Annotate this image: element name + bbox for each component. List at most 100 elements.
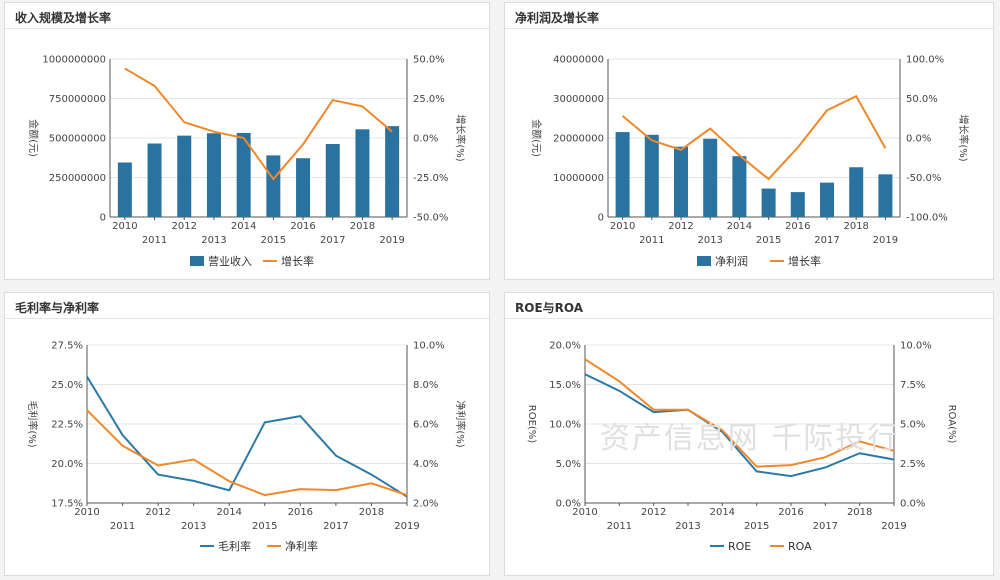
x-tick-label: 2013 — [675, 521, 700, 532]
x-tick-label: 2015 — [261, 235, 286, 246]
x-tick-label: 2015 — [756, 235, 781, 246]
title-divider — [5, 318, 489, 319]
series-line — [584, 373, 895, 478]
y-right-axis-label: ROA(%) — [946, 405, 957, 444]
bar — [325, 144, 340, 217]
bar — [206, 133, 221, 217]
x-tick-label: 2018 — [847, 507, 872, 518]
bar — [615, 132, 630, 217]
y-left-tick-label: 750000000 — [49, 94, 106, 105]
chart-net-profit: 0 -100.0% 10000000 -50.0% 20000000 0.0% 300000… — [530, 55, 970, 269]
x-tick-label: 2019 — [394, 521, 419, 532]
chart-title: 净利润及增长率 — [515, 11, 600, 25]
y-right-tick-label: -50.0% — [413, 213, 448, 224]
y-right-tick-label: -50.0% — [906, 173, 941, 184]
legend-label: 毛利率 — [218, 539, 251, 553]
y-left-tick-label: 0 — [598, 213, 604, 224]
y-right-tick-label: 5.0% — [900, 420, 925, 431]
title-divider — [505, 28, 993, 29]
x-tick-label: 2019 — [379, 235, 404, 246]
x-tick-label: 2014 — [231, 221, 256, 232]
y-left-axis-label: 金额(元) — [27, 119, 40, 157]
series-line — [584, 358, 895, 468]
y-left-tick-label: 40000000 — [553, 55, 604, 66]
bar — [790, 192, 805, 217]
y-right-tick-label: 4.0% — [413, 459, 438, 470]
y-left-tick-label: 250000000 — [49, 173, 106, 184]
y-right-tick-label: 8.0% — [413, 380, 438, 391]
y-right-tick-label: 0.0% — [900, 499, 925, 510]
y-right-tick-label: 25.0% — [413, 94, 445, 105]
bar — [117, 162, 132, 217]
x-tick-label: 2013 — [181, 521, 206, 532]
x-tick-label: 2016 — [290, 221, 315, 232]
y-right-axis-label: 净利率(%) — [454, 400, 467, 447]
bar — [732, 156, 747, 217]
bar — [703, 138, 718, 217]
bar — [849, 167, 864, 217]
y-right-axis-label: 增长率(%) — [454, 114, 467, 161]
y-left-tick-label: 30000000 — [553, 94, 604, 105]
x-tick-label: 2017 — [320, 235, 345, 246]
bar — [644, 134, 659, 217]
x-tick-label: 2017 — [813, 521, 838, 532]
y-right-tick-label: -25.0% — [413, 173, 448, 184]
chart-panel-revenue: 收入规模及增长率 0 -50.0% 250000000 -25.0% 500000000… — [4, 2, 490, 280]
bar — [296, 158, 311, 217]
x-tick-label: 2012 — [668, 221, 693, 232]
series-line — [124, 67, 393, 181]
bar — [236, 132, 251, 217]
chart-panel-roe-roa: ROE与ROA 0.0% 0.0% 5.0% 2.5% 10.0% 5.0% 15.0% 7.… — [504, 292, 994, 576]
x-tick-label: 2010 — [572, 507, 597, 518]
y-left-tick-label: 15.0% — [549, 380, 581, 391]
chart-title: 毛利率与净利率 — [15, 301, 100, 315]
bar — [266, 155, 281, 217]
series-line — [86, 409, 408, 497]
x-tick-label: 2016 — [288, 507, 313, 518]
legend-label: 增长率 — [281, 254, 314, 268]
x-tick-label: 2012 — [145, 507, 170, 518]
chart-roe-roa: 0.0% 0.0% 5.0% 2.5% 10.0% 5.0% 15.0% 7.5% 20.0% 1… — [526, 341, 957, 554]
x-tick-label: 2017 — [323, 521, 348, 532]
chart-revenue: 0 -50.0% 250000000 -25.0% 500000000 0.0% 75000… — [27, 55, 467, 269]
y-left-tick-label: 0.0% — [556, 499, 581, 510]
y-left-axis-label: ROE(%) — [526, 405, 537, 444]
y-left-tick-label: 1000000000 — [42, 55, 106, 66]
chart-margins: 17.5% 2.0% 20.0% 4.0% 22.5% 6.0% 25.0% 8.0% 27.5… — [26, 341, 467, 554]
bar — [674, 146, 688, 217]
x-tick-label: 2011 — [639, 235, 664, 246]
x-tick-label: 2010 — [74, 507, 99, 518]
bar — [878, 174, 893, 217]
chart-title: ROE与ROA — [515, 301, 584, 315]
chart-title: 收入规模及增长率 — [15, 11, 112, 25]
bar — [147, 143, 162, 217]
y-right-axis-label: 增长率(%) — [957, 114, 970, 161]
chart-panel-margins: 毛利率与净利率 17.5% 2.0% 20.0% 4.0% 22.5% 6.0% 25.0%… — [4, 292, 490, 576]
x-tick-label: 2015 — [252, 521, 277, 532]
y-right-tick-label: 6.0% — [413, 420, 438, 431]
x-tick-label: 2014 — [710, 507, 735, 518]
x-tick-label: 2014 — [727, 221, 752, 232]
y-right-tick-label: 10.0% — [413, 341, 445, 352]
x-tick-label: 2018 — [843, 221, 868, 232]
x-tick-label: 2017 — [814, 235, 839, 246]
x-tick-label: 2015 — [744, 521, 769, 532]
chart-panel-net-profit: 净利润及增长率 0 -100.0% 10000000 -50.0% 20000000 0.… — [504, 2, 994, 280]
legend-label: 净利率 — [285, 539, 318, 553]
watermark: 资产信息网 千际投行 — [600, 421, 900, 456]
x-tick-label: 2011 — [142, 235, 167, 246]
legend-label: 营业收入 — [208, 254, 252, 268]
x-tick-label: 2018 — [359, 507, 384, 518]
legend-label: 增长率 — [788, 254, 821, 268]
series-line — [621, 94, 887, 181]
y-left-axis-label: 金额(元) — [530, 119, 543, 157]
x-tick-label: 2013 — [201, 235, 226, 246]
y-left-tick-label: 25.0% — [51, 380, 83, 391]
y-left-tick-label: 20.0% — [549, 341, 581, 352]
x-tick-label: 2016 — [785, 221, 810, 232]
title-divider — [5, 28, 489, 29]
x-tick-label: 2019 — [873, 235, 898, 246]
y-left-tick-label: 20000000 — [553, 134, 604, 145]
y-right-tick-label: 2.5% — [900, 459, 925, 470]
x-tick-label: 2014 — [216, 507, 241, 518]
